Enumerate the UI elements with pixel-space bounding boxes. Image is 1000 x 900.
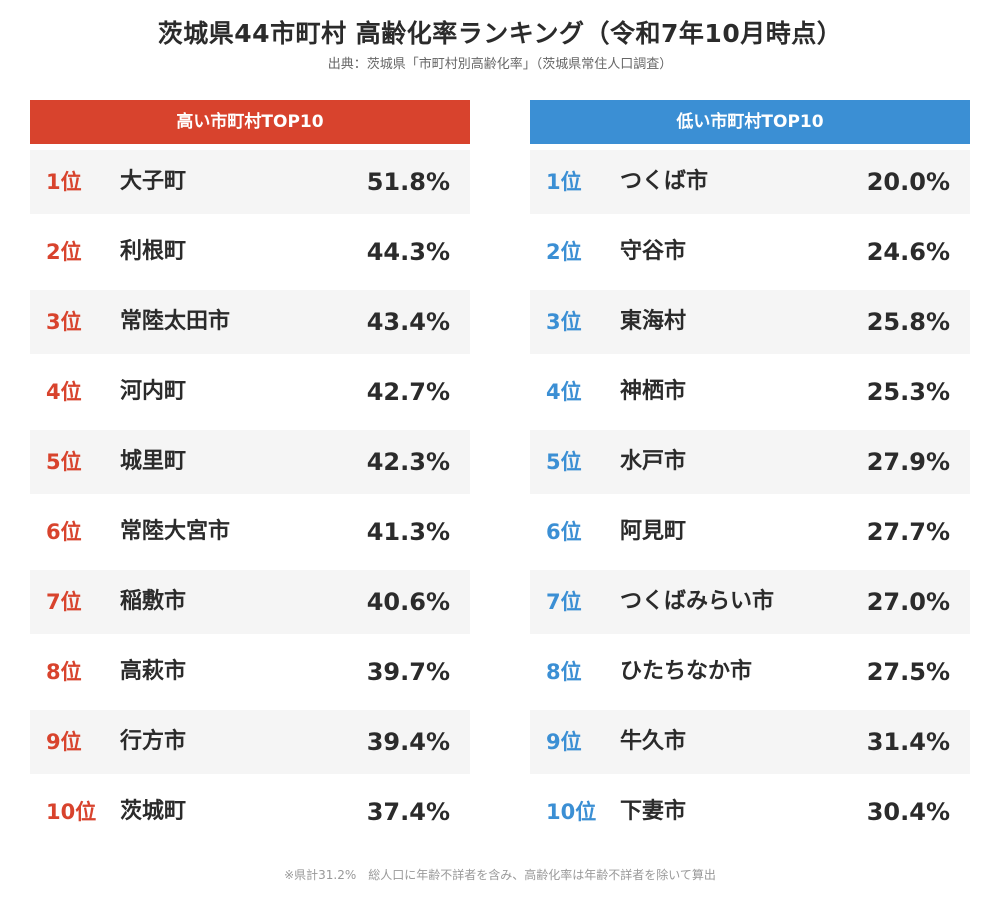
ranking-row: 6位 阿見町 27.7%	[530, 500, 970, 564]
municipality-name: 茨城町	[120, 799, 187, 824]
aging-rate-value: 42.3%	[366, 448, 450, 476]
rank-label: 9位	[546, 730, 582, 754]
ranking-row: 5位 水戸市 27.9%	[530, 430, 970, 494]
municipality-name: 城里町	[120, 449, 187, 474]
low-ranking-header: 低い市町村TOP10	[530, 100, 970, 144]
municipality-name: 神栖市	[620, 379, 687, 404]
aging-rate-value: 39.7%	[366, 658, 450, 686]
municipality-name: つくば市	[620, 169, 709, 194]
rank-label: 4位	[46, 380, 82, 404]
aging-rate-value: 41.3%	[366, 518, 450, 546]
ranking-row: 5位 城里町 42.3%	[30, 430, 470, 494]
ranking-row: 7位 つくばみらい市 27.0%	[530, 570, 970, 634]
aging-rate-value: 25.3%	[866, 378, 950, 406]
ranking-row: 2位 利根町 44.3%	[30, 220, 470, 284]
ranking-row: 10位 茨城町 37.4%	[30, 780, 470, 844]
rank-label: 5位	[46, 450, 82, 474]
rank-label: 9位	[46, 730, 82, 754]
ranking-row: 4位 神栖市 25.3%	[530, 360, 970, 424]
rank-label: 1位	[546, 170, 582, 194]
aging-rate-value: 37.4%	[366, 798, 450, 826]
rank-label: 10位	[46, 800, 97, 824]
ranking-row: 6位 常陸大宮市 41.3%	[30, 500, 470, 564]
ranking-row: 1位 つくば市 20.0%	[530, 150, 970, 214]
municipality-name: 高萩市	[120, 659, 187, 684]
municipality-name: 利根町	[120, 239, 187, 264]
aging-rate-value: 20.0%	[866, 168, 950, 196]
low-ranking-column: 低い市町村TOP10 1位 つくば市 20.0% 2位 守谷市 24.6% 3位 東海村 25.…	[530, 100, 970, 844]
ranking-row: 3位 常陸太田市 43.4%	[30, 290, 470, 354]
aging-rate-value: 44.3%	[366, 238, 450, 266]
aging-rate-value: 24.6%	[866, 238, 950, 266]
page-title: 茨城県44市町村 高齢化率ランキング（令和7年10月時点）	[157, 19, 843, 48]
aging-rate-value: 30.4%	[866, 798, 950, 826]
aging-rate-value: 27.5%	[866, 658, 950, 686]
ranking-row: 2位 守谷市 24.6%	[530, 220, 970, 284]
rank-label: 2位	[546, 240, 582, 264]
source-note: 出典：茨城県「市町村別高齢化率」（茨城県常住人口調査）	[327, 57, 673, 72]
high-ranking-list: 1位 大子町 51.8% 2位 利根町 44.3% 3位 常陸太田市 43.4% 4位 河内町 42.…	[30, 150, 470, 844]
aging-rate-value: 27.0%	[866, 588, 950, 616]
rank-label: 8位	[546, 660, 582, 684]
municipality-name: 水戸市	[620, 449, 687, 474]
municipality-name: 大子町	[120, 169, 187, 194]
municipality-name: 河内町	[120, 379, 187, 404]
ranking-row: 9位 行方市 39.4%	[30, 710, 470, 774]
aging-rate-value: 42.7%	[366, 378, 450, 406]
rank-label: 8位	[46, 660, 82, 684]
ranking-row: 3位 東海村 25.8%	[530, 290, 970, 354]
rank-label: 6位	[546, 520, 582, 544]
aging-rate-value: 40.6%	[366, 588, 450, 616]
municipality-name: つくばみらい市	[620, 589, 775, 614]
municipality-name: 行方市	[120, 729, 187, 754]
aging-rate-value: 27.7%	[866, 518, 950, 546]
municipality-name: 阿見町	[620, 519, 687, 544]
ranking-row: 9位 牛久市 31.4%	[530, 710, 970, 774]
rank-label: 3位	[546, 310, 582, 334]
ranking-row: 4位 河内町 42.7%	[30, 360, 470, 424]
rank-label: 10位	[546, 800, 597, 824]
ranking-row: 10位 下妻市 30.4%	[530, 780, 970, 844]
aging-rate-value: 39.4%	[366, 728, 450, 756]
rank-label: 7位	[546, 590, 582, 614]
aging-rate-value: 27.9%	[866, 448, 950, 476]
rank-label: 5位	[546, 450, 582, 474]
ranking-row: 8位 高萩市 39.7%	[30, 640, 470, 704]
municipality-name: 東海村	[620, 309, 687, 334]
municipality-name: ひたちなか市	[620, 659, 753, 684]
aging-rate-value: 43.4%	[366, 308, 450, 336]
municipality-name: 常陸太田市	[120, 309, 231, 334]
rank-label: 4位	[546, 380, 582, 404]
aging-rate-value: 25.8%	[866, 308, 950, 336]
rank-label: 6位	[46, 520, 82, 544]
ranking-row: 1位 大子町 51.8%	[30, 150, 470, 214]
ranking-row: 8位 ひたちなか市 27.5%	[530, 640, 970, 704]
low-ranking-list: 1位 つくば市 20.0% 2位 守谷市 24.6% 3位 東海村 25.8% 4位 神栖市 25.3…	[530, 150, 970, 844]
high-ranking-column: 高い市町村TOP10 1位 大子町 51.8% 2位 利根町 44.3% 3位 常陸太田市 43…	[30, 100, 470, 844]
municipality-name: 常陸大宮市	[120, 519, 231, 544]
rank-label: 2位	[46, 240, 82, 264]
aging-rate-value: 31.4%	[866, 728, 950, 756]
footnote: ※県計31.2% 総人口に年齢不詳者を含み、高齢化率は年齢不詳者を除いて算出	[284, 868, 716, 882]
municipality-name: 下妻市	[620, 799, 687, 824]
rank-label: 7位	[46, 590, 82, 614]
municipality-name: 守谷市	[620, 239, 687, 264]
aging-rate-value: 51.8%	[366, 168, 450, 196]
rank-label: 3位	[46, 310, 82, 334]
municipality-name: 稲敷市	[120, 589, 187, 614]
high-ranking-header: 高い市町村TOP10	[30, 100, 470, 144]
ranking-row: 7位 稲敷市 40.6%	[30, 570, 470, 634]
municipality-name: 牛久市	[620, 729, 687, 754]
rank-label: 1位	[46, 170, 82, 194]
